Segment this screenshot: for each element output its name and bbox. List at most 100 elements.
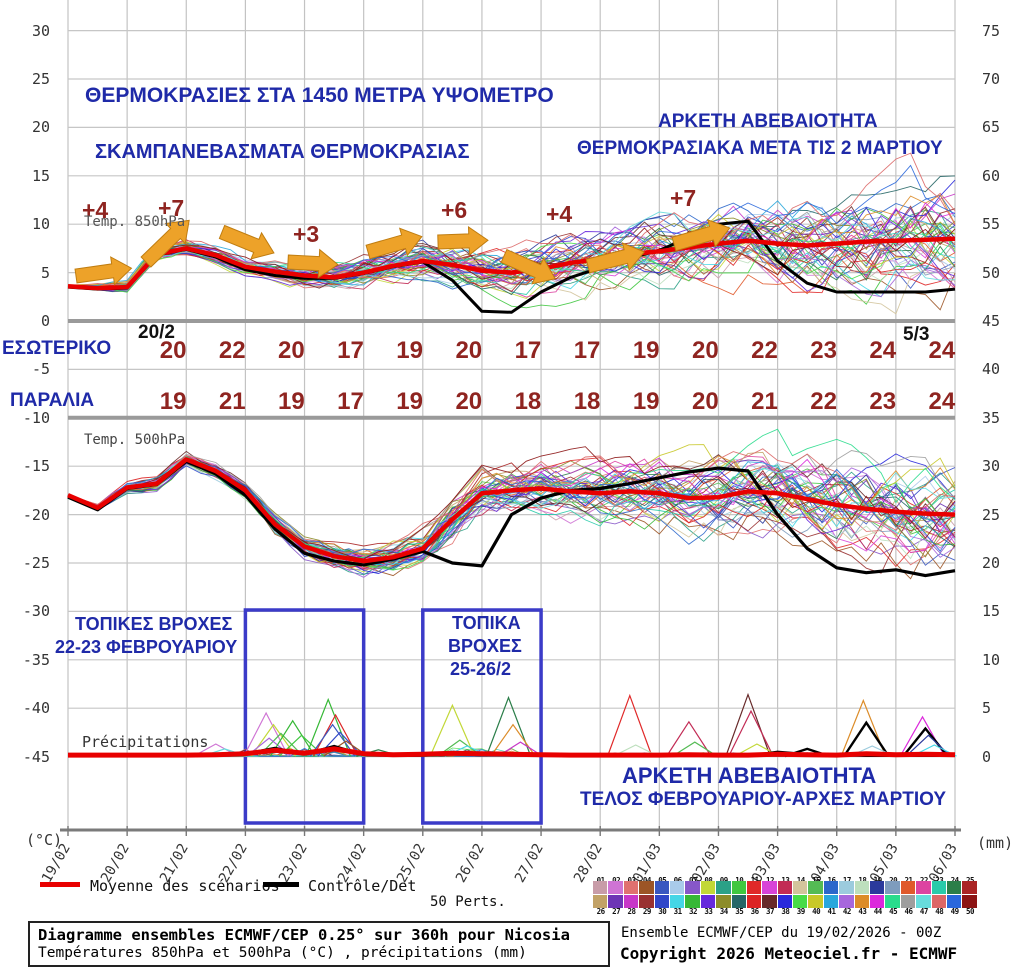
rain-note-2-line-2: ΒΡΟΧΕΣ	[448, 636, 522, 656]
y-axis-tick-label: 15	[982, 602, 1001, 621]
y-axis-tick-label: -30	[22, 602, 50, 621]
y-axis-tick-label: 15	[31, 166, 50, 185]
trend-arrow-icon	[74, 256, 133, 286]
y-axis-tick-label: -35	[22, 650, 50, 669]
pert-color-swatch	[870, 895, 885, 908]
inland-temp-value: 17	[514, 337, 542, 364]
trend-arrow-icon	[287, 248, 339, 279]
temp-delta-annotation: +7	[158, 195, 185, 221]
pert-color-swatch	[700, 895, 716, 908]
trend-arrow-icon	[140, 219, 190, 268]
pert-color-swatch	[900, 895, 916, 908]
pert-color-swatch	[623, 895, 639, 908]
pert-color-swatch	[654, 881, 669, 894]
pert-color-swatch	[623, 881, 639, 894]
rain-box-22-24-feb	[243, 608, 366, 825]
coast-temp-value: 18	[514, 388, 542, 415]
pert-color-swatch	[731, 881, 746, 894]
pert-color-swatch	[962, 895, 977, 908]
y-axis-tick-label: 60	[982, 166, 1001, 185]
label-temp-500: Temp. 500hPa	[84, 432, 186, 448]
temp-delta-annotation: +4	[82, 197, 109, 223]
title-uncertainty-2: ΘΕΡΜΟΚΡΑΣΙΑΚΑ ΜΕΤΑ ΤΙΣ 2 ΜΑΡΤΙΟΥ	[577, 138, 943, 159]
rain-note-2-line-3: 25-26/2	[450, 659, 512, 679]
pert-color-swatch	[608, 881, 623, 894]
pert-color-swatch	[793, 881, 808, 894]
rain-note-2-line-1: ΤΟΠΙΚΑ	[452, 613, 521, 633]
y-axis-tick-label: 0	[982, 747, 992, 766]
pert-color-swatch	[746, 895, 762, 908]
inland-temp-value: 24	[928, 337, 956, 364]
y-axis-tick-label: 20	[982, 554, 1001, 572]
coast-temp-value: 20	[691, 388, 719, 415]
inland-temp-value: 17	[573, 337, 601, 364]
pert-color-swatch	[669, 881, 685, 894]
y-axis-tick-label: 35	[982, 408, 1001, 427]
pert-color-swatch	[716, 881, 731, 894]
pert-color-swatch	[669, 895, 685, 908]
pert-color-swatch	[700, 881, 716, 894]
coast-temp-value: 18	[573, 388, 601, 415]
y-axis-tick-label: -45	[22, 747, 50, 766]
trend-arrow-icon	[585, 242, 646, 274]
temp-delta-annotation: +6	[441, 197, 468, 223]
title-uncertainty-1: ΑΡΚΕΤΗ ΑΒΕΒΑΙΟΤΗΤΑ	[658, 111, 878, 132]
inland-temp-value: 19	[632, 337, 660, 364]
y-axis-tick-label: 45	[982, 312, 1001, 330]
y-axis-tick-label: -40	[22, 699, 50, 718]
caption-line-1: Diagramme ensembles ECMWF/CEP 0.25° sur …	[38, 926, 570, 944]
y-axis-tick-label: 5	[982, 699, 992, 718]
pert-color-swatch	[685, 895, 700, 908]
left-axis-unit: (°C)	[26, 831, 63, 849]
pert-color-swatch	[685, 881, 700, 894]
y-axis-tick-label: -20	[22, 505, 50, 524]
coast-temp-value: 21	[218, 388, 246, 415]
pert-color-swatch	[777, 881, 793, 894]
pert-color-swatch	[593, 881, 608, 894]
inland-temp-value: 23	[810, 337, 837, 364]
coast-temp-value: 19	[159, 388, 187, 415]
diagram-caption-box: Diagramme ensembles ECMWF/CEP 0.25° sur …	[28, 921, 610, 967]
perturbation-color-grid: 0102030405060708091011121314151617181920…	[593, 877, 979, 915]
pert-color-swatch	[777, 895, 793, 908]
legend-perts-label: 50 Perts.	[430, 894, 506, 910]
y-axis-tick-label: 55	[982, 215, 1001, 234]
pert-color-swatch	[654, 895, 669, 908]
right-axis-unit: (mm)	[977, 834, 1014, 852]
label-precipitations: Précipitations	[82, 733, 209, 751]
pert-color-swatch	[608, 895, 623, 908]
coast-temp-value: 17	[337, 388, 364, 415]
y-axis-tick-label: 75	[982, 21, 1001, 40]
pert-color-swatch	[916, 881, 931, 894]
bottom-uncertainty-1: ΑΡΚΕΤΗ ΑΒΕΒΑΙΟΤΗΤΑ	[622, 763, 877, 788]
y-axis-tick-label: 25	[982, 505, 1001, 524]
pert-color-swatch	[916, 895, 931, 908]
y-axis-tick-label: 0	[40, 312, 50, 330]
y-axis-tick-label: 70	[982, 70, 1001, 88]
title-sub: ΣΚΑΜΠΑΝΕΒΑΣΜΑΤΑ ΘΕΡΜΟΚΡΑΣΙΑΣ	[95, 141, 470, 163]
mean-line-swatch	[40, 882, 80, 887]
y-axis-tick-label: -10	[22, 408, 50, 427]
inland-temp-value: 20	[691, 337, 719, 364]
legend-control-label: Contrôle/Det	[308, 877, 417, 895]
period-start-label: 20/2	[138, 322, 175, 343]
pert-color-swatch	[793, 895, 808, 908]
pert-color-swatch	[839, 881, 854, 894]
bottom-uncertainty-2: ΤΕΛΟΣ ΦΕΒΡΟΥΑΡΙΟΥ-ΑΡΧΕΣ ΜΑΡΤΙΟΥ	[580, 789, 947, 810]
temp-delta-annotation: +3	[293, 221, 320, 247]
pert-color-swatch	[870, 881, 885, 894]
row-label-inland: ΕΣΩΤΕΡΙΚΟ	[2, 338, 112, 359]
y-axis-tick-label: 40	[982, 360, 1001, 379]
inland-temp-value: 17	[337, 337, 364, 364]
pert-color-swatch	[762, 881, 777, 894]
period-end-label: 5/3	[903, 324, 930, 345]
pert-color-swatch	[946, 881, 962, 894]
y-axis-tick-label: 20	[31, 118, 50, 137]
inland-temp-value: 20	[455, 337, 483, 364]
pert-color-swatch	[931, 895, 946, 908]
trend-arrow-icon	[218, 224, 275, 260]
y-axis-tick-label: 65	[982, 118, 1001, 137]
inland-temp-value: 24	[869, 337, 897, 364]
pert-color-swatch	[762, 895, 777, 908]
